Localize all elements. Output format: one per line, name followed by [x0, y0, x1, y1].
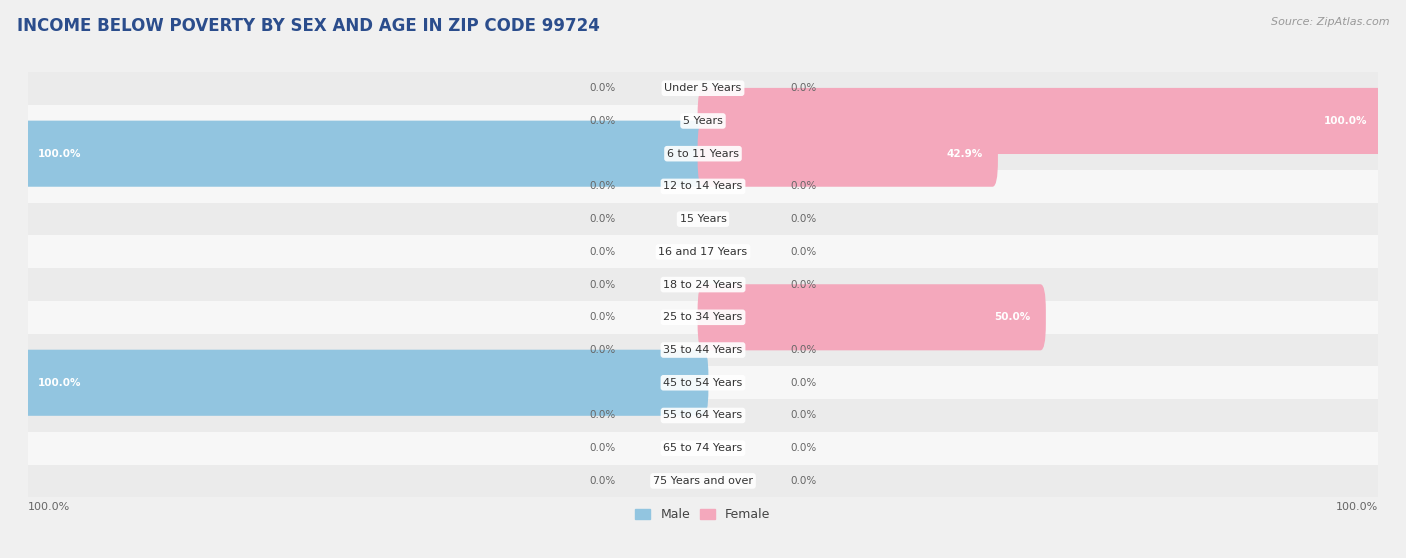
Text: 15 Years: 15 Years [679, 214, 727, 224]
Text: 45 to 54 Years: 45 to 54 Years [664, 378, 742, 388]
Text: 0.0%: 0.0% [790, 83, 817, 93]
Text: 55 to 64 Years: 55 to 64 Years [664, 411, 742, 421]
Text: 0.0%: 0.0% [589, 247, 616, 257]
Text: 50.0%: 50.0% [994, 312, 1031, 323]
Text: 35 to 44 Years: 35 to 44 Years [664, 345, 742, 355]
Text: 100.0%: 100.0% [1336, 502, 1378, 512]
Text: 0.0%: 0.0% [589, 280, 616, 290]
Text: 42.9%: 42.9% [946, 148, 983, 158]
Text: 5 Years: 5 Years [683, 116, 723, 126]
Text: 0.0%: 0.0% [790, 476, 817, 486]
Bar [28, 367, 1378, 399]
FancyBboxPatch shape [22, 121, 709, 187]
Text: 0.0%: 0.0% [589, 116, 616, 126]
Bar [28, 203, 1378, 235]
FancyBboxPatch shape [697, 284, 1046, 350]
Text: 6 to 11 Years: 6 to 11 Years [666, 148, 740, 158]
Bar [28, 432, 1378, 465]
Text: 12 to 14 Years: 12 to 14 Years [664, 181, 742, 191]
FancyBboxPatch shape [697, 88, 1384, 154]
Text: 0.0%: 0.0% [589, 345, 616, 355]
Bar [28, 301, 1378, 334]
Bar [28, 465, 1378, 497]
Bar [28, 72, 1378, 104]
Text: 0.0%: 0.0% [790, 378, 817, 388]
Text: 0.0%: 0.0% [790, 181, 817, 191]
Bar [28, 235, 1378, 268]
Bar [28, 104, 1378, 137]
Bar [28, 399, 1378, 432]
Text: 0.0%: 0.0% [790, 280, 817, 290]
Text: 0.0%: 0.0% [790, 247, 817, 257]
Text: 0.0%: 0.0% [589, 312, 616, 323]
Text: 0.0%: 0.0% [589, 443, 616, 453]
Text: 0.0%: 0.0% [589, 214, 616, 224]
Bar [28, 170, 1378, 203]
Text: 100.0%: 100.0% [1324, 116, 1368, 126]
Text: 16 and 17 Years: 16 and 17 Years [658, 247, 748, 257]
Text: 0.0%: 0.0% [790, 214, 817, 224]
FancyBboxPatch shape [22, 350, 709, 416]
Text: 0.0%: 0.0% [589, 181, 616, 191]
Text: INCOME BELOW POVERTY BY SEX AND AGE IN ZIP CODE 99724: INCOME BELOW POVERTY BY SEX AND AGE IN Z… [17, 17, 600, 35]
Bar [28, 137, 1378, 170]
Legend: Male, Female: Male, Female [630, 503, 776, 526]
Bar [28, 334, 1378, 367]
Text: 0.0%: 0.0% [790, 443, 817, 453]
Text: 65 to 74 Years: 65 to 74 Years [664, 443, 742, 453]
Text: 25 to 34 Years: 25 to 34 Years [664, 312, 742, 323]
Text: 75 Years and over: 75 Years and over [652, 476, 754, 486]
Bar [28, 268, 1378, 301]
Text: 100.0%: 100.0% [38, 148, 82, 158]
Text: Source: ZipAtlas.com: Source: ZipAtlas.com [1271, 17, 1389, 27]
Text: 18 to 24 Years: 18 to 24 Years [664, 280, 742, 290]
Text: 0.0%: 0.0% [589, 83, 616, 93]
Text: 0.0%: 0.0% [790, 345, 817, 355]
Text: Under 5 Years: Under 5 Years [665, 83, 741, 93]
Text: 100.0%: 100.0% [28, 502, 70, 512]
FancyBboxPatch shape [697, 121, 998, 187]
Text: 0.0%: 0.0% [790, 411, 817, 421]
Text: 100.0%: 100.0% [38, 378, 82, 388]
Text: 0.0%: 0.0% [589, 411, 616, 421]
Text: 0.0%: 0.0% [589, 476, 616, 486]
